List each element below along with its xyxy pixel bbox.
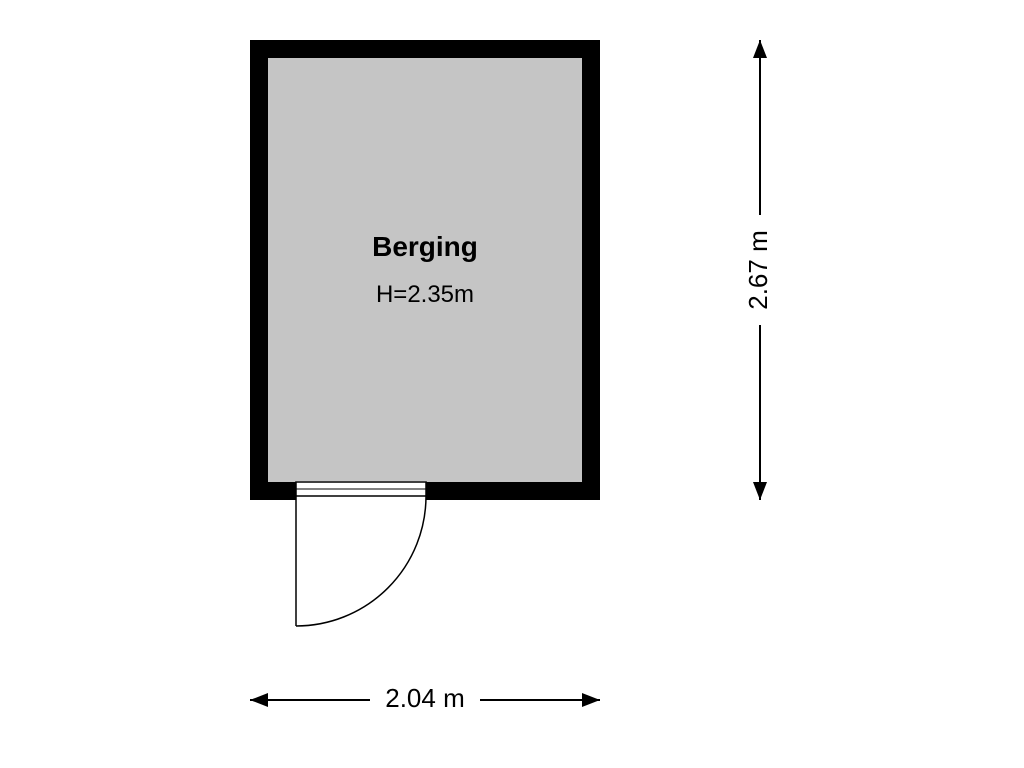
door-sill bbox=[296, 481, 426, 501]
dimension-height: 2.67 m bbox=[743, 40, 773, 500]
floorplan-canvas: Berging H=2.35m 2.04 m 2.67 m bbox=[0, 0, 1024, 768]
room-name-label: Berging bbox=[372, 231, 478, 262]
dimension-width-label: 2.04 m bbox=[385, 683, 465, 713]
room-height-label: H=2.35m bbox=[376, 281, 474, 308]
door-swing-arc bbox=[296, 496, 426, 626]
dimension-height-label: 2.67 m bbox=[743, 230, 773, 310]
room-interior bbox=[268, 58, 582, 482]
dimension-width: 2.04 m bbox=[250, 683, 600, 713]
